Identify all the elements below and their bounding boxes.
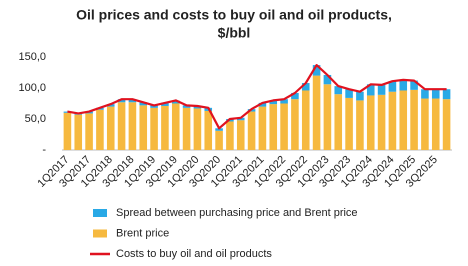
bar bbox=[301, 83, 310, 91]
bar bbox=[280, 99, 288, 104]
bar bbox=[85, 113, 93, 150]
bar bbox=[399, 90, 408, 150]
bar bbox=[258, 102, 267, 107]
bar bbox=[139, 105, 148, 150]
bar bbox=[421, 89, 429, 99]
bar bbox=[193, 108, 202, 150]
bar bbox=[323, 84, 332, 150]
bar bbox=[182, 107, 191, 150]
bar bbox=[399, 79, 408, 91]
bar bbox=[301, 90, 310, 150]
bar bbox=[96, 109, 104, 150]
y-tick-label: 50,0 bbox=[25, 113, 46, 125]
bar bbox=[139, 102, 148, 106]
bar bbox=[247, 111, 256, 150]
bar bbox=[171, 103, 180, 150]
chart-title: Oil prices and costs to buy oil and oil … bbox=[76, 7, 392, 23]
bar bbox=[215, 130, 223, 150]
bar bbox=[366, 84, 375, 96]
bar bbox=[291, 92, 299, 100]
line bbox=[67, 63, 447, 130]
bar bbox=[128, 102, 137, 150]
bar bbox=[366, 95, 375, 150]
bar bbox=[312, 65, 321, 76]
y-tick-label: 100,0 bbox=[18, 82, 46, 94]
bar bbox=[161, 105, 169, 150]
bar bbox=[258, 106, 267, 150]
bar bbox=[291, 99, 299, 150]
bar bbox=[442, 99, 451, 150]
bar bbox=[171, 100, 180, 104]
bar bbox=[388, 81, 397, 92]
bar bbox=[215, 128, 223, 131]
y-tick-label: 150,0 bbox=[18, 51, 46, 63]
bar bbox=[323, 74, 332, 85]
legend-label: Costs to buy oil and oil products bbox=[116, 248, 272, 260]
bar bbox=[161, 102, 169, 106]
bar bbox=[150, 105, 158, 108]
bar bbox=[269, 100, 278, 105]
bar bbox=[280, 103, 288, 150]
bar bbox=[193, 105, 202, 109]
bar bbox=[377, 84, 386, 95]
bar bbox=[388, 91, 397, 150]
chart-title: $/bbl bbox=[218, 25, 251, 41]
bar bbox=[421, 98, 429, 150]
bar bbox=[334, 94, 343, 150]
bar bbox=[226, 121, 234, 150]
legend-label: Spread between purchasing price and Bren… bbox=[116, 207, 358, 219]
bar bbox=[410, 80, 418, 90]
bar bbox=[182, 105, 191, 108]
bar bbox=[117, 99, 126, 103]
bar bbox=[63, 112, 72, 150]
bar bbox=[356, 100, 364, 150]
bar bbox=[334, 86, 343, 95]
bar bbox=[106, 104, 115, 107]
legend-swatch bbox=[93, 209, 107, 217]
bar bbox=[345, 89, 353, 98]
bar bbox=[74, 114, 83, 150]
bar bbox=[377, 94, 386, 150]
bar bbox=[150, 107, 158, 150]
bar bbox=[442, 89, 451, 100]
bar bbox=[204, 110, 213, 150]
bar bbox=[345, 97, 353, 150]
bar bbox=[128, 99, 137, 103]
legend-swatch bbox=[93, 229, 107, 238]
bar bbox=[236, 117, 245, 121]
y-tick-label: - bbox=[42, 144, 46, 156]
bar bbox=[236, 120, 245, 150]
bar bbox=[356, 91, 364, 101]
bar bbox=[312, 75, 321, 150]
bar bbox=[431, 98, 440, 150]
bar bbox=[269, 104, 278, 150]
bar bbox=[431, 89, 440, 99]
bar bbox=[117, 102, 126, 150]
bar bbox=[106, 106, 115, 150]
legend-label: Brent price bbox=[116, 227, 169, 239]
bar bbox=[410, 89, 418, 150]
